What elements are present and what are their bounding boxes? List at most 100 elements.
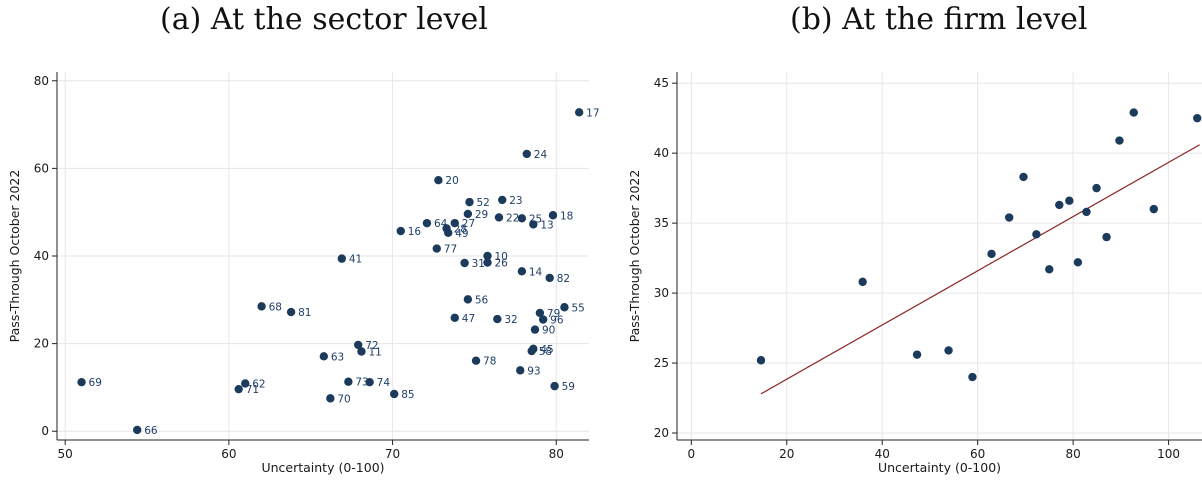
panel-b-point [1019,172,1028,182]
panel-a-point [344,377,353,386]
panel-a-point-label: 59 [562,381,575,393]
panel-b-xtick-label: 0 [687,447,695,461]
panel-b-xtick-label: 80 [1065,447,1080,461]
panel-a-point [560,303,569,312]
panel-a-point [498,195,507,205]
panel-a-point-label: 18 [560,210,573,222]
panel-a-point [432,244,441,253]
panel-a-point [353,340,363,350]
panel-a-point [357,347,366,356]
panel-a-point [535,308,545,318]
panel-b-y-axis-label: Pass-Through October 2022 [627,170,642,343]
panel-a-point [77,377,86,387]
panel-a-point-label: 68 [269,301,282,313]
panel-a-point-label: 47 [462,313,475,325]
panel-b-point [858,277,867,287]
panel-a-point-label: 79 [547,308,560,320]
panel-a-y-axis-label: Pass-Through October 2022 [7,170,22,343]
panel-b-point [1004,213,1014,222]
panel-a-point [241,379,250,388]
panel-a-point [471,356,481,365]
panel-a-point-label: 11 [368,347,381,359]
panel-a-point [463,295,473,304]
panel-a-point-label: 74 [377,377,391,389]
panel-b-ytick-label: 45 [654,76,669,90]
panel-a-point-label: 16 [408,226,422,238]
panel-a-point-label: 26 [495,258,509,270]
panel-a-point [538,315,548,324]
panel-b-point [1102,232,1111,242]
panel-a-point [522,149,531,159]
panel-b-point [1129,108,1138,117]
panel-b-point [1115,136,1124,145]
panel-b-point [968,372,977,382]
panel-b-point [1045,265,1054,274]
panel-a-point-label: 96 [550,315,564,327]
panel-a-point [517,214,527,223]
panel-b-point [756,356,766,365]
panel-a-point [390,389,399,399]
panel-a-ytick-label: 40 [34,249,49,263]
panel-a-point [257,302,266,311]
panel-a-point-label: 77 [444,244,457,256]
panel-a-point [337,254,347,263]
panel-a-point [463,209,473,219]
panel-a-xtick-label: 60 [221,447,236,461]
panel-a-point [516,366,525,375]
panel-a-xtick-label: 50 [58,447,73,461]
panel-a-point [133,425,142,435]
panel-a-point-label: 90 [542,325,555,337]
panel-b-point [944,346,953,355]
panel-a-point-label: 45 [540,344,553,356]
panel-a-point-label: 85 [401,389,414,401]
panel-a-point [234,384,243,394]
panel-a-point [460,258,469,268]
panel-a-plot: 50 60 70 80 0 20 40 60 80 Uncertainty (0-100) Pass… [7,72,600,475]
panel-b-point [1193,113,1202,123]
panel-a-point [444,228,453,237]
panel-a-point [550,381,559,391]
panel-a-xtick-label: 80 [549,447,564,461]
panel-a-point-label: 49 [455,228,468,240]
panel-b-xtick-label: 40 [875,447,890,461]
panel-a-point [545,273,554,283]
panel-b-point [1149,204,1158,214]
panel-a-x-axis-label: Uncertainty (0-100) [261,460,384,475]
panel-a-point-label: 27 [462,218,475,230]
panel-a-point-label: 82 [557,273,570,285]
panel-a-point-label: 22 [506,212,519,224]
panel-a-point-label: 52 [477,197,490,209]
panel-a-point-label: 29 [475,209,488,221]
panel-a-point [529,220,538,229]
panel-a-point-label: 78 [483,356,496,368]
panel-b-point [987,249,996,259]
panel-a-point [483,258,492,267]
panel-a-ytick-label: 80 [34,74,49,88]
panel-a-point-label: 31 [472,258,485,270]
panel-b-fit-line [760,144,1200,395]
panel-a-point-label: 28 [454,223,467,235]
panel-b-point [1092,183,1101,193]
panel-b-point [912,350,922,359]
panel-b-point [1073,258,1083,267]
panel-a-xtick-label: 70 [385,447,400,461]
panel-a-point [450,218,459,228]
panel-a-point-label: 70 [337,393,350,405]
panel-a-point-label: 69 [89,377,102,389]
panel-a-point-label: 73 [355,377,368,389]
panel-b-point [1032,230,1041,239]
panel-a-point-label: 93 [527,365,540,377]
panel-b-title: (b) At the firm level [790,2,1088,37]
panel-a-point [548,211,558,220]
panel-b-ytick-label: 25 [654,356,669,370]
panel-a-point [465,197,474,207]
panel-a-point-label: 32 [504,314,517,326]
panel-a-point [450,313,459,322]
panel-a-point [396,226,405,236]
panel-a-point-label: 72 [365,340,378,352]
panel-a-point-label: 81 [298,307,311,319]
panel-a-ytick-label: 20 [34,337,49,351]
panel-a-ytick-label: 60 [34,161,49,175]
panel-a-point-label: 13 [540,219,553,231]
